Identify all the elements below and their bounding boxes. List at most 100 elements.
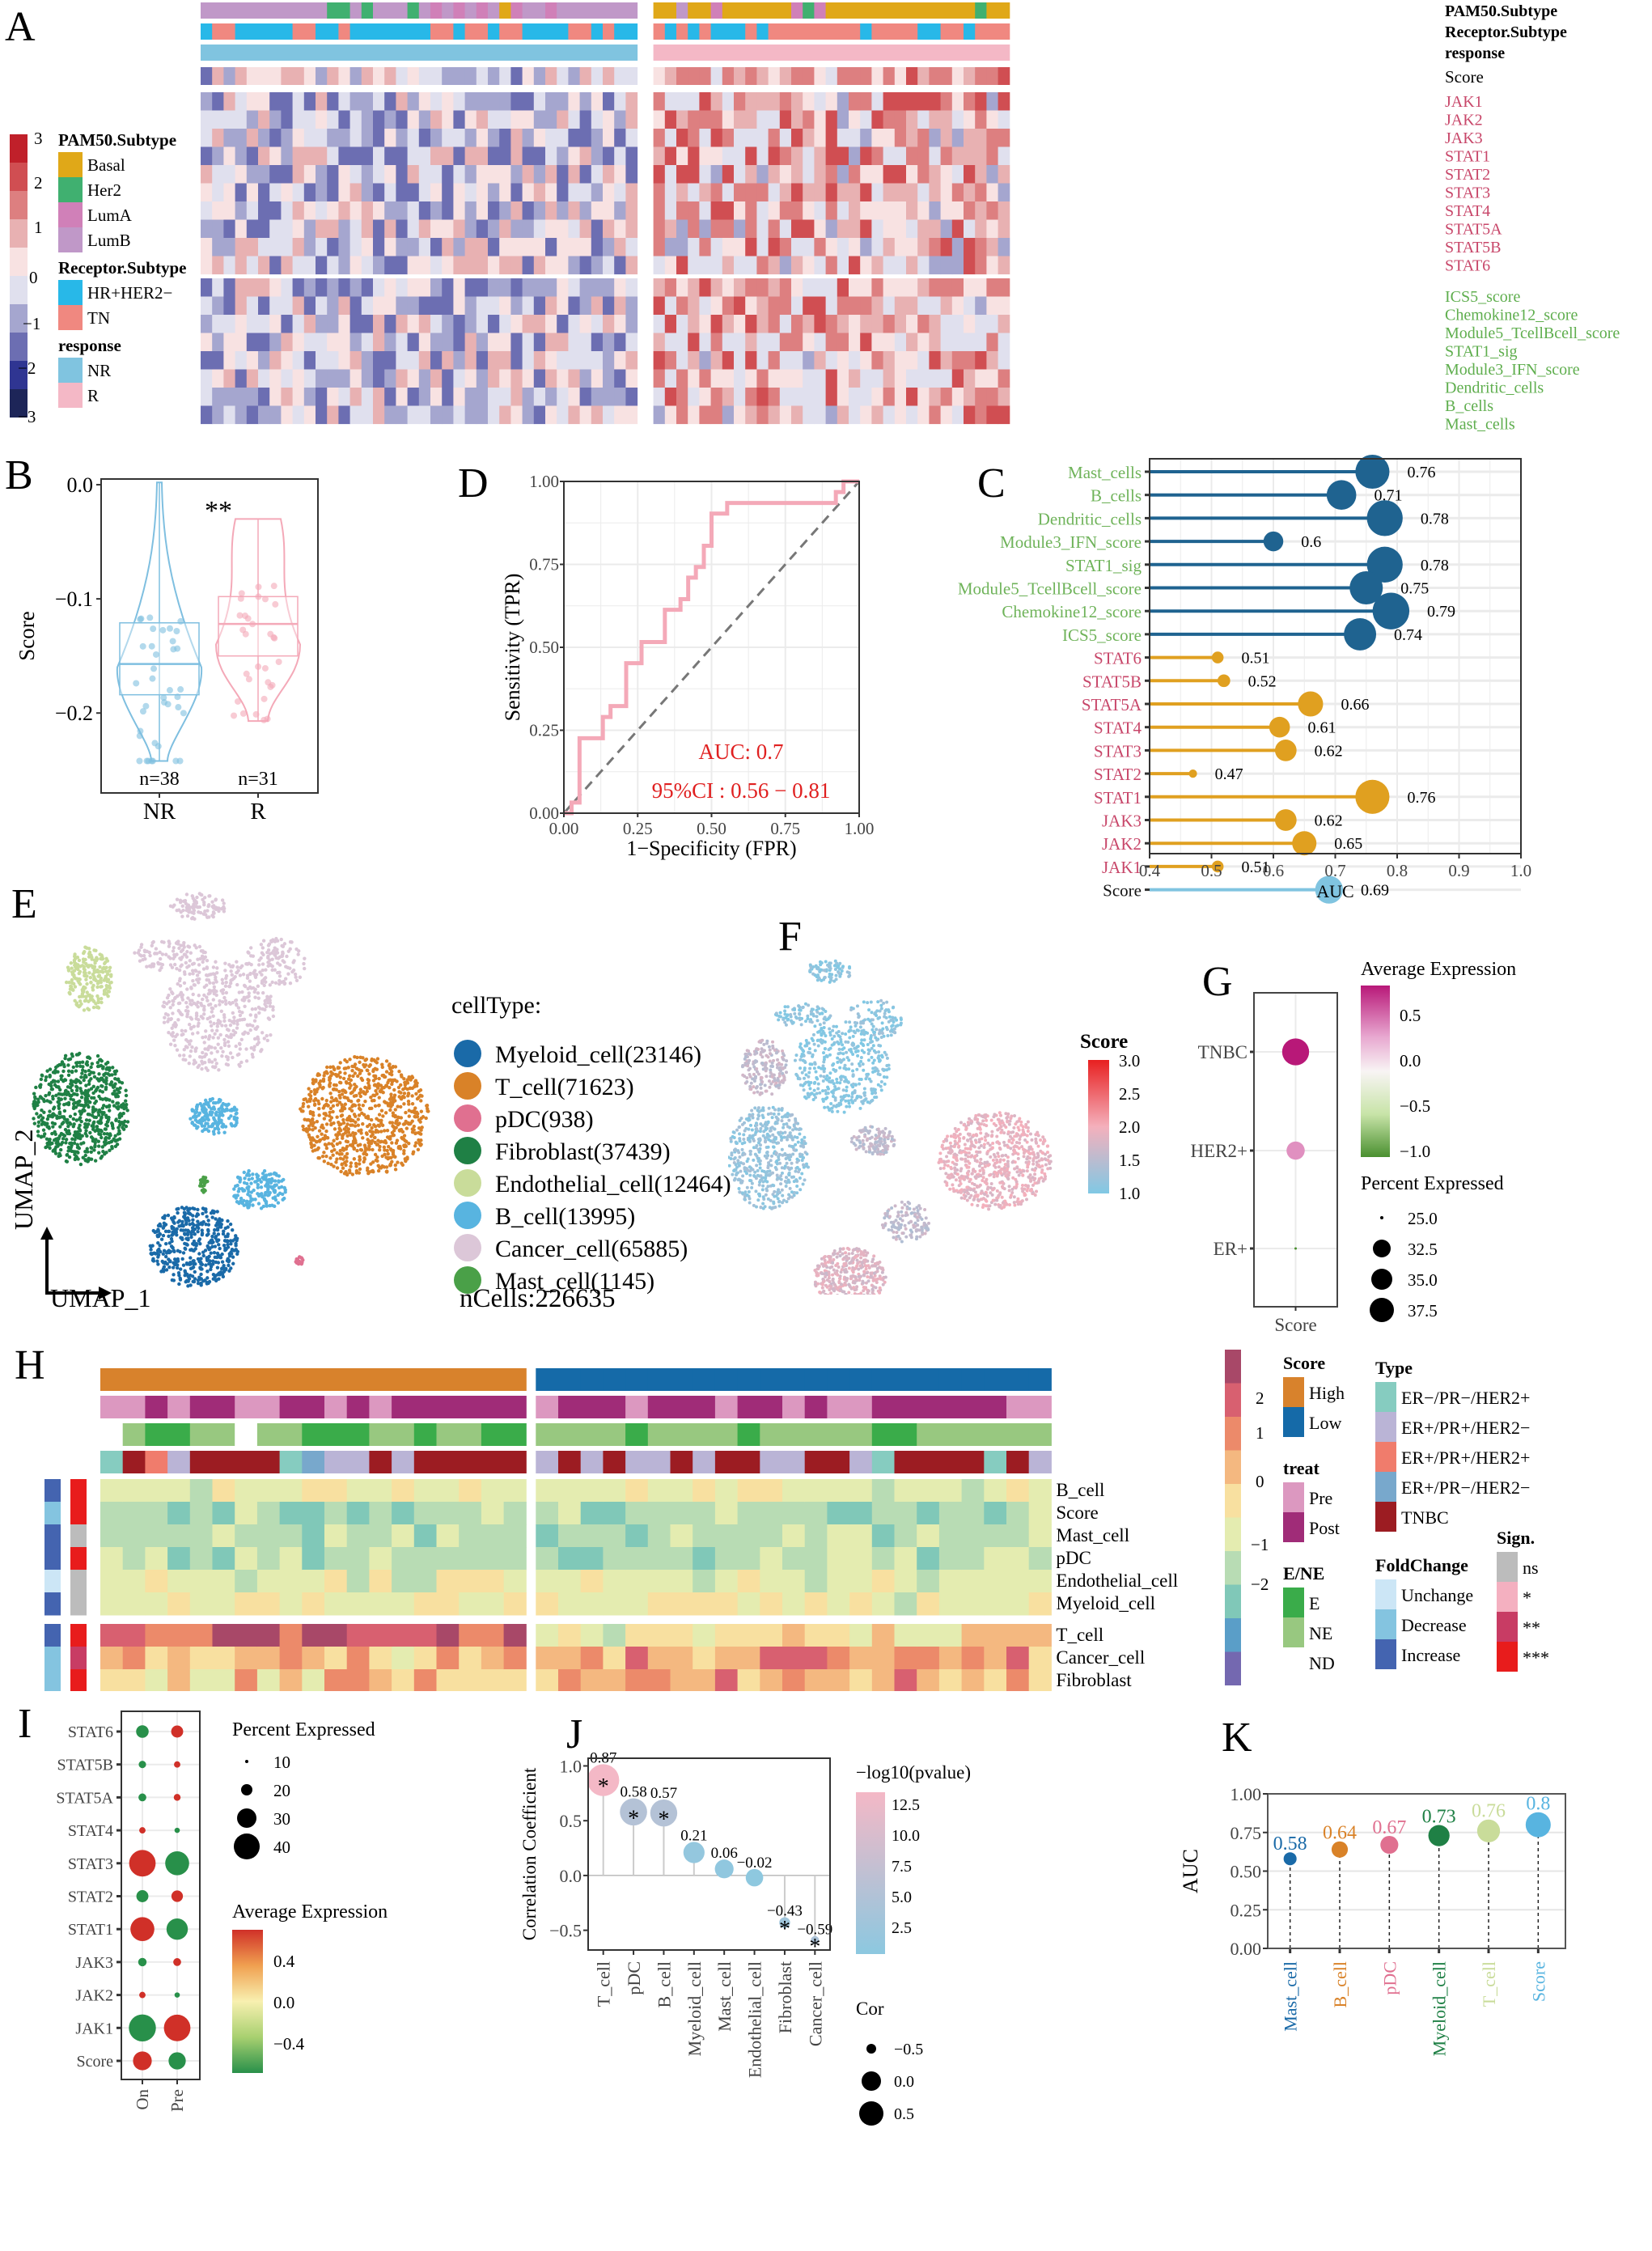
gene-cell xyxy=(545,110,557,129)
umap-point-myeloid xyxy=(184,1228,188,1232)
umap-point-cancer xyxy=(205,1016,210,1021)
umap-point-cancer xyxy=(260,973,264,977)
umap-point-tcell xyxy=(323,1142,328,1147)
umap-point-cancer xyxy=(204,1029,208,1033)
gene-cell xyxy=(951,201,964,220)
umap-point-fibroblast xyxy=(74,1118,78,1122)
umap-point-endothelial xyxy=(90,955,94,960)
signature-cell xyxy=(316,333,328,352)
annotation-cell-response xyxy=(745,45,757,61)
gene-cell xyxy=(625,165,638,184)
signature-cell xyxy=(246,351,259,370)
annotation-cell-pam50 xyxy=(349,2,362,19)
signature-cell xyxy=(545,405,557,425)
umap-point-tcell xyxy=(385,1169,389,1173)
umap-point-tcell xyxy=(324,1136,328,1140)
gene-cell xyxy=(699,92,712,111)
umap-point-tcell xyxy=(405,1126,409,1130)
umap-point-fibroblast xyxy=(100,1110,104,1114)
umap-point-bcell xyxy=(216,1100,220,1104)
umap-point-cancer xyxy=(206,1003,211,1007)
signature-cell xyxy=(510,315,523,333)
signature-cell xyxy=(281,369,294,388)
gene-cell xyxy=(917,146,930,166)
umap-point-cancer xyxy=(167,944,172,948)
signature-cell xyxy=(625,369,638,388)
signature-cell xyxy=(453,405,466,425)
gene-cell xyxy=(871,146,884,166)
umap-point-fibroblast xyxy=(60,1060,65,1064)
umap-point-tcell xyxy=(359,1069,364,1073)
umap-point-myeloid xyxy=(168,1249,173,1254)
umap-point-myeloid xyxy=(234,1234,238,1238)
signature-cell xyxy=(917,369,930,388)
umap-point-endothelial xyxy=(87,993,91,998)
umap-point-myeloid xyxy=(197,1226,201,1231)
umap-point-bcell xyxy=(267,1172,271,1176)
annotation-cell-receptor xyxy=(373,23,385,40)
umap-point-bcell xyxy=(236,1176,240,1180)
signature-cell xyxy=(676,333,688,352)
gene-cell xyxy=(349,183,362,202)
umap-point-cancer xyxy=(189,986,193,990)
signature-cell xyxy=(522,388,535,406)
umap-point-fibroblast xyxy=(108,1109,112,1113)
umap-point-endothelial xyxy=(102,988,107,993)
lollipop-dot xyxy=(1349,571,1383,604)
umap-point-cancer xyxy=(260,1048,264,1052)
gene-cell xyxy=(361,238,374,256)
umap-point-cancer xyxy=(244,1059,249,1063)
signature-cell xyxy=(557,315,569,333)
umap-point-tcell xyxy=(350,1172,355,1176)
umap-point-endothelial xyxy=(100,996,104,1001)
umap-point-endothelial xyxy=(91,965,95,970)
gene-cell xyxy=(929,219,942,239)
gene-cell xyxy=(975,201,987,220)
umap-point-bcell xyxy=(276,1201,281,1205)
gene-cell xyxy=(756,92,769,111)
score-cell xyxy=(373,67,385,85)
umap-point-cancer xyxy=(197,1021,201,1025)
umap-point-cancer xyxy=(167,1030,171,1035)
score-cell xyxy=(883,67,896,85)
gene-row-label: STAT1 xyxy=(1445,148,1490,166)
umap-point-myeloid xyxy=(191,1218,195,1222)
umap-point-cancer xyxy=(205,966,210,970)
umap-point-cancer xyxy=(139,943,144,947)
score-cell xyxy=(964,67,976,85)
signature-cell xyxy=(860,296,872,316)
gene-cell xyxy=(710,165,723,184)
signature-cell xyxy=(292,315,305,333)
umap-point-endothelial xyxy=(82,951,86,956)
umap-point-tcell xyxy=(329,1116,334,1120)
umap-point-tcell xyxy=(355,1055,359,1060)
umap-point-myeloid xyxy=(204,1222,208,1227)
signature-cell xyxy=(430,333,443,352)
umap-point-tcell xyxy=(309,1090,313,1094)
annotation-cell-pam50 xyxy=(906,2,918,19)
umap-point-endothelial xyxy=(72,960,77,964)
umap-point-tcell xyxy=(301,1104,305,1109)
umap-point-tcell xyxy=(377,1103,381,1108)
umap-point-fibroblast xyxy=(79,1089,83,1093)
umap-point-cancer xyxy=(235,1022,239,1027)
gene-cell xyxy=(986,201,999,220)
gene-cell xyxy=(499,201,511,220)
jitter-point xyxy=(235,697,241,705)
umap-point-cancer xyxy=(218,1003,222,1007)
signature-cell xyxy=(235,315,248,333)
score-cell xyxy=(212,67,224,85)
umap-point-cancer xyxy=(175,967,179,971)
umap-point-fibroblast xyxy=(48,1073,52,1078)
umap-point-myeloid xyxy=(215,1210,219,1214)
umap-point-tcell xyxy=(411,1151,415,1156)
umap-point-tcell xyxy=(343,1130,348,1135)
signature-cell xyxy=(929,315,942,333)
umap-point-cancer xyxy=(260,979,265,983)
umap-point-myeloid xyxy=(234,1244,238,1248)
signature-cell xyxy=(951,296,964,316)
signature-cell xyxy=(510,278,523,297)
gene-row-label: STAT6 xyxy=(1445,257,1490,275)
gene-cell xyxy=(464,165,477,184)
gene-cell xyxy=(676,256,688,275)
